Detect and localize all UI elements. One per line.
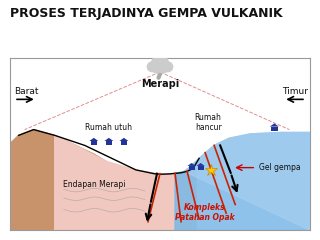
Polygon shape	[175, 132, 310, 230]
Bar	[106, 141, 112, 145]
Text: Endapan Merapi: Endapan Merapi	[63, 180, 125, 189]
Text: Merapi: Merapi	[141, 79, 179, 89]
Bar	[271, 127, 278, 131]
Text: Rumah utuh: Rumah utuh	[85, 123, 132, 132]
Bar	[91, 141, 97, 145]
Circle shape	[158, 64, 168, 73]
Polygon shape	[89, 138, 98, 141]
Polygon shape	[270, 123, 279, 127]
Polygon shape	[188, 163, 196, 166]
Text: PROSES TERJADINYA GEMPA VULKANIK: PROSES TERJADINYA GEMPA VULKANIK	[10, 7, 282, 20]
Text: Gel gempa: Gel gempa	[259, 163, 301, 172]
Circle shape	[163, 62, 172, 72]
Circle shape	[152, 55, 168, 72]
Circle shape	[152, 64, 162, 73]
Polygon shape	[119, 138, 128, 141]
Bar	[198, 166, 204, 170]
Bar	[121, 141, 127, 145]
Polygon shape	[55, 135, 196, 230]
Polygon shape	[184, 132, 310, 230]
Polygon shape	[10, 130, 118, 230]
Text: Barat: Barat	[14, 87, 38, 96]
Text: Kompleks
Patahan Opak: Kompleks Patahan Opak	[175, 203, 235, 222]
Circle shape	[148, 62, 157, 72]
Bar	[188, 166, 195, 170]
Text: Timur: Timur	[282, 87, 308, 96]
Polygon shape	[196, 163, 205, 166]
Text: Rumah
hancur: Rumah hancur	[195, 113, 221, 132]
Polygon shape	[104, 138, 113, 141]
